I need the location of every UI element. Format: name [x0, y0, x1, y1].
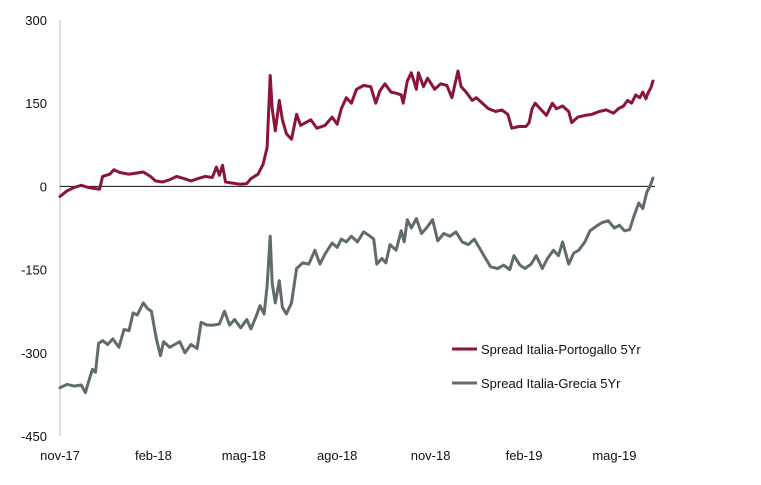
y-tick-label: -300 — [21, 346, 47, 361]
x-tick-label: feb-18 — [135, 448, 172, 463]
x-tick-label: nov-18 — [411, 448, 451, 463]
x-tick-label: nov-17 — [40, 448, 80, 463]
x-tick-label: mag-19 — [592, 448, 636, 463]
legend-label: Spread Italia-Portogallo 5Yr — [481, 342, 641, 357]
y-tick-label: -450 — [21, 429, 47, 444]
x-tick-label: ago-18 — [317, 448, 357, 463]
x-axis-tick-labels: nov-17 feb-18 mag-18 ago-18 nov-18 feb-19 mag-… — [40, 448, 636, 463]
x-tick-label: feb-19 — [506, 448, 543, 463]
series-line-italia-portogallo — [58, 69, 655, 198]
y-tick-label: -150 — [21, 263, 47, 278]
x-tick-label: mag-18 — [222, 448, 266, 463]
series-line-italia-grecia — [58, 176, 655, 395]
y-axis-tick-labels: 300 150 0 -150 -300 -450 — [21, 13, 47, 444]
legend: Spread Italia-Portogallo 5Yr Spread Itali… — [452, 342, 641, 391]
y-tick-label: 150 — [25, 96, 47, 111]
legend-label: Spread Italia-Grecia 5Yr — [481, 376, 621, 391]
y-tick-label: 0 — [40, 179, 47, 194]
y-tick-label: 300 — [25, 13, 47, 28]
series-lines — [58, 69, 655, 395]
